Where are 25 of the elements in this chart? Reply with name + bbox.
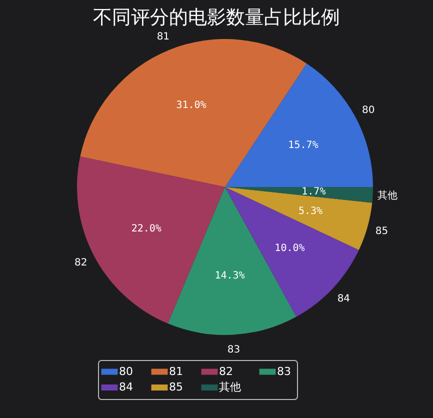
slice-label: 81	[156, 31, 170, 42]
slice-label: 85	[375, 226, 388, 237]
data-label: 5.3%	[298, 206, 323, 217]
legend-label: 84	[119, 380, 133, 394]
slice-label: 80	[362, 104, 375, 116]
legend-label: 82	[219, 364, 233, 378]
pie-slice	[225, 187, 372, 250]
data-label: 10.0%	[274, 242, 305, 254]
slice-label: 84	[337, 293, 350, 304]
legend-label: 81	[169, 364, 183, 378]
pie-slice	[225, 187, 373, 203]
pie-slice	[225, 64, 373, 187]
chart-title: 不同评分的电影数量占比比例	[93, 6, 340, 28]
data-label: 22.0%	[131, 223, 162, 234]
legend-label: 80	[119, 364, 133, 378]
data-label: 31.0%	[176, 100, 206, 111]
data-label: 15.7%	[288, 140, 318, 151]
legend-label: 其他	[219, 380, 241, 394]
data-label: 1.7%	[302, 186, 326, 198]
slice-label: 其他	[378, 190, 398, 202]
slice-label: 83	[227, 344, 240, 356]
slice-label: 82	[74, 258, 88, 269]
data-label: 14.3%	[214, 270, 245, 282]
legend-label: 85	[169, 380, 183, 394]
legend-label: 83	[277, 364, 291, 378]
